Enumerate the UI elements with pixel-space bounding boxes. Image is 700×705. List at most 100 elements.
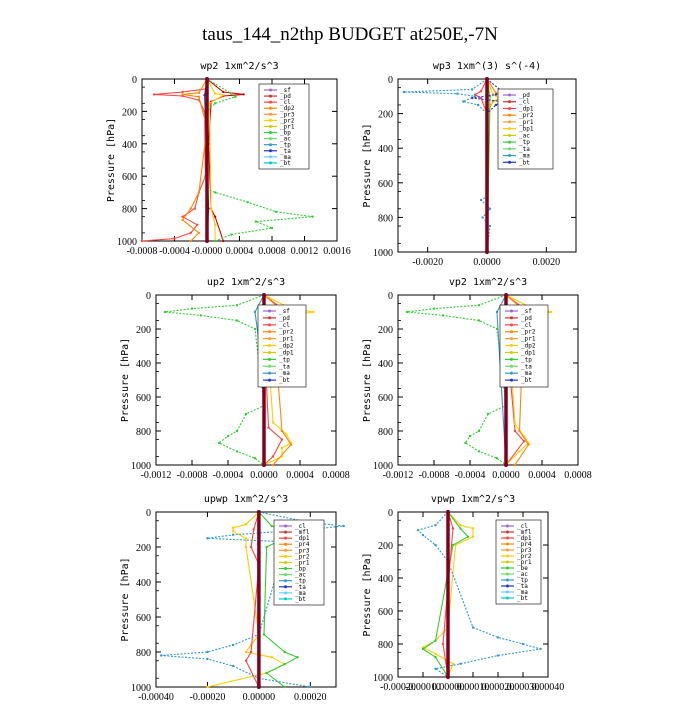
panel-title: vp2 1xm^2/s^3 [449, 277, 527, 288]
x-tick-label: 0.00000 [432, 682, 465, 693]
data-point [265, 671, 268, 675]
legend: _sf_pd_cl_pr2_pr1_dp2_dp1_tp_ta_ma_bt [499, 304, 549, 388]
y-tick-label: 1000 [373, 673, 393, 684]
legend-label: _pr2 [519, 112, 534, 119]
data-point [173, 237, 176, 240]
legend-marker [510, 378, 513, 382]
legend-label: _pr3 [517, 547, 532, 554]
legend-label: _pd [519, 92, 530, 99]
data-point [235, 304, 239, 307]
data-point [283, 650, 286, 654]
data-point [256, 510, 261, 514]
data-point [253, 327, 257, 331]
legend-label: _pr3 [295, 547, 310, 554]
series-line-bp [422, 511, 469, 678]
legend-marker [506, 524, 509, 528]
legend-label: _cl [519, 99, 530, 106]
legend-label: _pd [280, 93, 291, 100]
legend-marker [269, 155, 272, 159]
data-point [311, 215, 314, 218]
data-point [280, 446, 284, 450]
legend-marker [284, 573, 287, 577]
data-point [253, 457, 257, 460]
legend-label: _dp2 [279, 343, 294, 350]
data-point [481, 216, 484, 219]
data-point [479, 198, 483, 202]
data-point [197, 231, 201, 235]
data-point [446, 510, 450, 514]
data-point [441, 314, 445, 317]
x-tick-label: 0.0000 [473, 257, 501, 268]
data-point [283, 663, 286, 666]
series-line-tp [403, 78, 491, 253]
data-point [459, 524, 462, 527]
legend-label: _pr1 [521, 336, 536, 343]
y-axis-label: Pressure [hPa] [120, 557, 131, 641]
data-point [152, 93, 156, 96]
x-tick-label: -0.00020 [380, 682, 416, 693]
data-point [504, 463, 508, 467]
x-tick-label: 0.00000 [243, 692, 276, 700]
x-tick-label: 0.0000 [492, 470, 520, 481]
plot-frame [397, 294, 579, 466]
data-point [451, 662, 455, 665]
data-point [451, 527, 455, 530]
x-tick-label: 0.00020 [294, 692, 327, 700]
data-point [289, 443, 293, 446]
data-point [256, 685, 261, 689]
legend-marker [506, 530, 509, 534]
legend-label: _cl [280, 99, 291, 106]
data-point [477, 304, 481, 307]
legend-label: _ma [517, 589, 528, 596]
series-line-dp2 [182, 78, 208, 242]
legend-label: _pr2 [521, 329, 536, 336]
panel-title: wp2 1xm^2/s^3 [200, 61, 278, 72]
legend-label: _ta [517, 583, 528, 590]
legend-label: _bt [279, 377, 290, 384]
data-point [208, 102, 211, 105]
data-point [262, 293, 266, 297]
plot-frame [155, 511, 337, 688]
data-point [271, 463, 275, 467]
data-point [197, 191, 201, 194]
legend-marker [268, 344, 271, 348]
data-point [342, 524, 345, 528]
data-point [477, 450, 481, 453]
data-point [496, 636, 500, 639]
legend-label: _bp1 [519, 126, 534, 133]
y-tick-label: 1000 [131, 683, 151, 694]
data-point [189, 207, 192, 210]
y-tick-label: 600 [136, 613, 151, 624]
data-point [213, 239, 217, 243]
legend-marker [269, 112, 272, 116]
legend-marker [506, 584, 509, 588]
data-point [459, 662, 462, 665]
x-tick-label: 0.0008 [564, 470, 592, 481]
data-point [518, 450, 521, 453]
legend-label: _pr2 [295, 553, 310, 560]
legend-label: _pr2 [280, 117, 295, 124]
legend-marker [284, 597, 287, 601]
legend-marker [284, 591, 287, 595]
legend-marker [268, 323, 271, 327]
data-point [271, 421, 275, 424]
x-tick-label: 0.0000 [250, 470, 278, 481]
data-point [539, 647, 542, 651]
data-point [244, 523, 248, 526]
data-point [421, 646, 425, 649]
data-point [231, 664, 235, 668]
data-point [231, 526, 235, 529]
legend-label: _pd [521, 315, 532, 322]
x-tick-label: -0.00010 [405, 682, 441, 693]
data-point [206, 537, 209, 540]
x-tick-label: -0.0008 [127, 246, 158, 257]
data-point [466, 535, 470, 538]
x-tick-label: 0.00040 [532, 682, 565, 693]
data-point [140, 239, 144, 243]
data-point [312, 310, 315, 314]
data-point [244, 650, 248, 654]
y-axis-label: Pressure [hPa] [120, 338, 131, 422]
data-point [285, 433, 288, 436]
legend-label: _pr1 [280, 123, 295, 130]
data-point [477, 319, 481, 322]
